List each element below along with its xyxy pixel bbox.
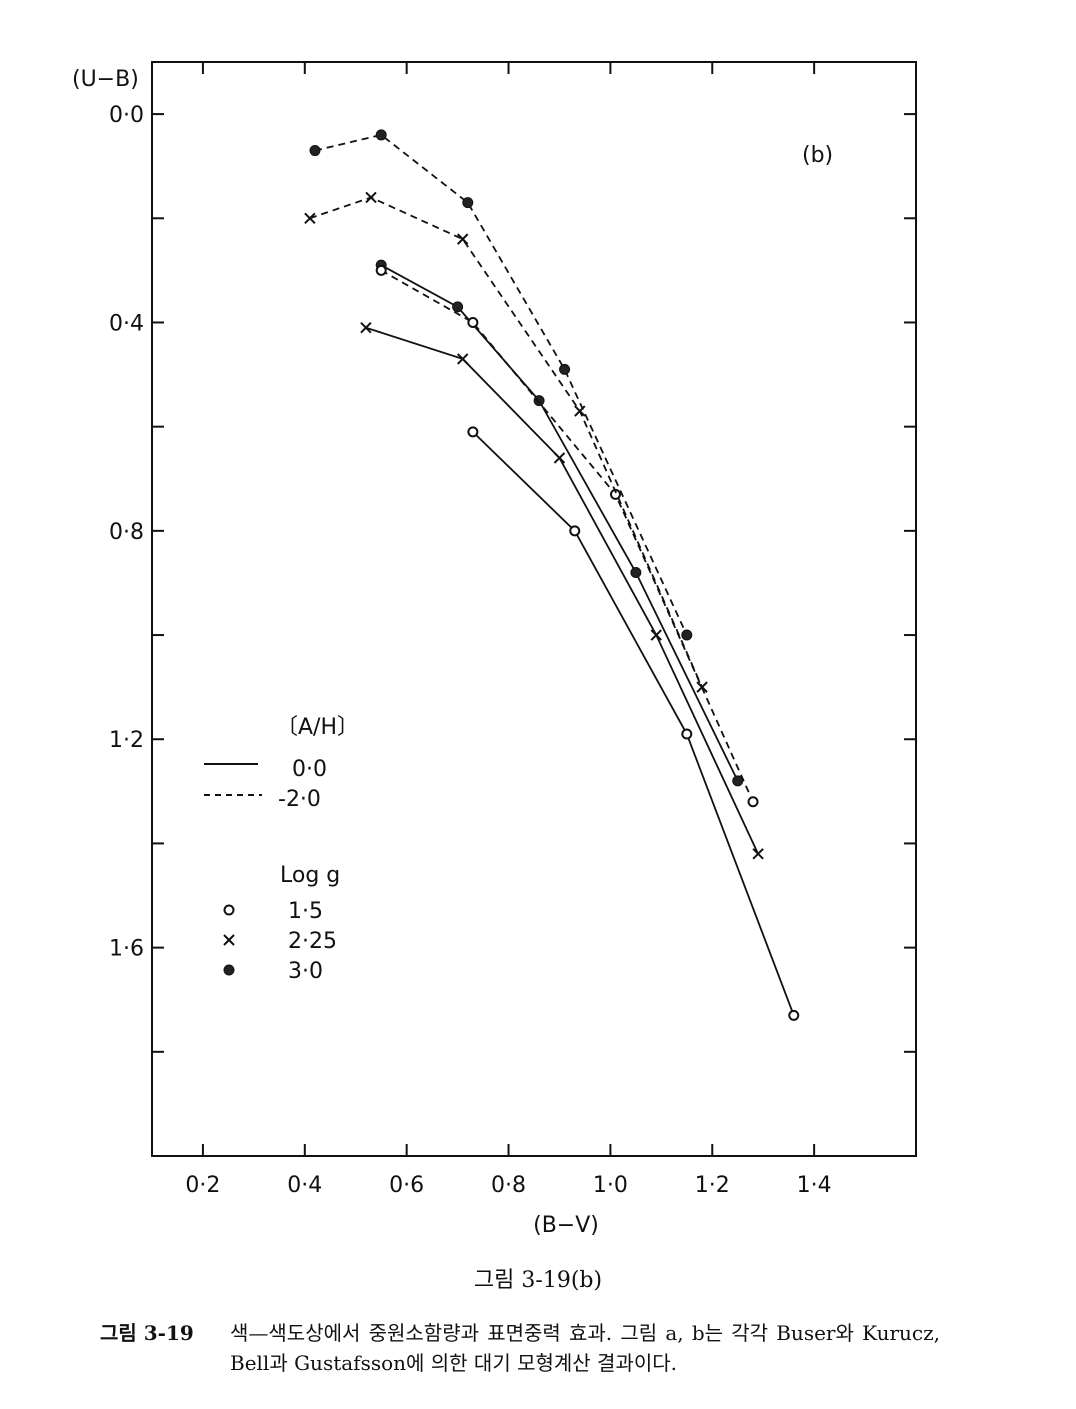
y-tick-label: 0·8 bbox=[109, 520, 144, 545]
caption-text: 색—색도상에서 중원소함량과 표면중력 효과. 그림 a, b는 각각 Buse… bbox=[230, 1321, 940, 1375]
legend-marker-samples bbox=[223, 904, 235, 976]
data-point-filled-circle bbox=[630, 567, 642, 579]
data-point-cross bbox=[696, 681, 708, 693]
data-point-cross bbox=[553, 452, 566, 464]
legend-metallicity-title: 〔A/H〕 bbox=[276, 715, 359, 740]
legend-gravity-1-label: 2·25 bbox=[288, 929, 337, 954]
series-line bbox=[380, 264, 739, 782]
data-point-open-circle bbox=[747, 796, 759, 808]
data-point-open-circle bbox=[467, 316, 479, 328]
data-point-cross bbox=[365, 191, 377, 204]
y-tick-label: 0·4 bbox=[109, 311, 144, 336]
series-dashed-filled-circle bbox=[309, 129, 693, 641]
data-point-cross bbox=[304, 212, 316, 224]
plot-frame bbox=[151, 61, 917, 1157]
data-point-open-circle bbox=[788, 1009, 800, 1021]
panel-label: (b) bbox=[802, 143, 833, 168]
x-tick-label: 1·2 bbox=[695, 1173, 730, 1198]
series-solid-filled-circle bbox=[375, 259, 744, 787]
data-point-cross bbox=[456, 353, 469, 365]
data-point-cross bbox=[650, 629, 662, 641]
data-point-filled-circle bbox=[559, 363, 571, 375]
y-tick-labels: 0·0 0·4 0·8 1·2 1·6 bbox=[109, 103, 144, 962]
cross-stroke bbox=[304, 212, 316, 224]
y-tick-label: 1·6 bbox=[109, 937, 144, 962]
series-line bbox=[380, 269, 754, 803]
figure-label: 그림 3-19(b) bbox=[473, 1268, 603, 1293]
color-color-diagram: 0·2 0·4 0·6 0·8 1·0 1·2 1·4 0·0 0·4 0·8 1·2 1·6 (U… bbox=[72, 61, 917, 1238]
legend-gravity-0-label: 1·5 bbox=[288, 899, 323, 924]
series-solid-cross bbox=[360, 321, 764, 860]
series-line bbox=[314, 133, 688, 636]
data-point-cross bbox=[574, 405, 586, 417]
legend-gravity-title: Log g bbox=[280, 863, 340, 888]
legend-metallicity-0-label: 0·0 bbox=[292, 757, 327, 782]
series-line bbox=[472, 431, 795, 1016]
legend-gravity-2-label: 3·0 bbox=[288, 959, 323, 984]
series-solid-open-circle bbox=[467, 426, 800, 1021]
cross-stroke bbox=[553, 452, 566, 464]
cross-stroke bbox=[365, 191, 377, 204]
x-tick-labels: 0·2 0·4 0·6 0·8 1·0 1·2 1·4 bbox=[185, 1173, 831, 1198]
data-point-cross bbox=[360, 321, 372, 334]
figure-caption: 그림 3-19 색—색도상에서 중원소함량과 표면중력 효과. 그림 a, b는… bbox=[100, 1318, 940, 1378]
data-point-filled-circle bbox=[533, 395, 545, 407]
y-tick-label: 1·2 bbox=[109, 728, 144, 753]
series-dashed-open-circle bbox=[375, 264, 759, 808]
legend-marker-cross bbox=[223, 934, 235, 946]
y-axis-title: (U−B) bbox=[72, 67, 139, 92]
x-tick-label: 1·0 bbox=[593, 1173, 628, 1198]
data-point-filled-circle bbox=[452, 301, 464, 313]
data-point-filled-circle bbox=[462, 197, 474, 209]
series-line bbox=[365, 326, 759, 855]
data-point-filled-circle bbox=[681, 629, 693, 641]
caption-number: 그림 3-19 bbox=[100, 1321, 194, 1345]
legend: 〔A/H〕 0·0 -2·0 Log g 1·5 2·25 3·0 bbox=[204, 715, 359, 984]
data-point-open-circle bbox=[375, 264, 387, 276]
x-tick-label: 0·8 bbox=[491, 1173, 526, 1198]
data-point-filled-circle bbox=[309, 145, 321, 157]
axis-ticks bbox=[152, 62, 916, 1156]
legend-marker-open-circle bbox=[223, 904, 235, 916]
series-line bbox=[309, 196, 703, 688]
cross-stroke bbox=[752, 848, 764, 860]
cross-stroke bbox=[456, 353, 469, 365]
data-series-group bbox=[304, 129, 800, 1021]
cross-stroke bbox=[360, 321, 372, 334]
x-axis-title: (B−V) bbox=[533, 1213, 599, 1238]
data-point-open-circle bbox=[569, 525, 581, 537]
x-tick-label: 0·4 bbox=[287, 1173, 322, 1198]
x-tick-label: 1·4 bbox=[797, 1173, 832, 1198]
legend-marker-filled-circle bbox=[223, 964, 235, 976]
legend-metallicity-1-label: -2·0 bbox=[278, 787, 321, 812]
data-point-open-circle bbox=[467, 426, 479, 438]
series-dashed-cross bbox=[304, 191, 708, 693]
cross-stroke bbox=[456, 233, 469, 245]
x-tick-label: 0·2 bbox=[185, 1173, 220, 1198]
data-point-cross bbox=[456, 233, 469, 245]
cross-stroke bbox=[696, 681, 708, 693]
y-tick-label: 0·0 bbox=[109, 103, 144, 128]
data-point-open-circle bbox=[681, 728, 693, 740]
data-point-cross bbox=[752, 848, 764, 860]
cross-stroke bbox=[650, 629, 662, 641]
data-point-filled-circle bbox=[375, 129, 387, 141]
x-tick-label: 0·6 bbox=[389, 1173, 424, 1198]
cross-stroke bbox=[223, 934, 235, 946]
